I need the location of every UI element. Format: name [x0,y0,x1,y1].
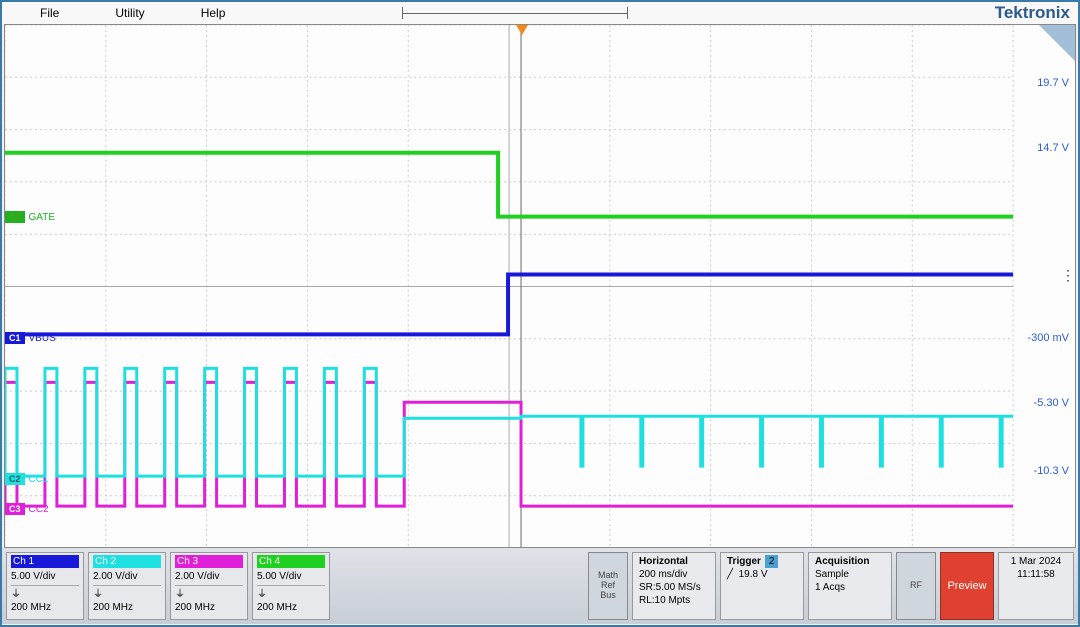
channel-readout-4[interactable]: Ch 45.00 V/div⏚200 MHz [252,552,330,620]
voltage-scale-label: -300 mV [1027,332,1069,344]
channel-tag-c3[interactable]: C3CC2 [5,503,49,515]
channel-tag-c2[interactable]: C2CC1 [5,473,49,485]
menu-bar: File Utility Help Tektronix [2,2,1078,24]
channel-readout-1[interactable]: Ch 15.00 V/div⏚200 MHz [6,552,84,620]
timestamp-readout: 1 Mar 2024 11:11:58 [998,552,1074,620]
voltage-scale-label: -10.3 V [1034,465,1069,477]
status-panel: Ch 15.00 V/div⏚200 MHzCh 22.00 V/div⏚200… [2,548,1078,624]
voltage-scale-label: 19.7 V [1037,77,1069,89]
brand-logo: Tektronix [995,3,1070,23]
math-ref-bus-button[interactable]: Math Ref Bus [588,552,628,620]
rf-button[interactable]: RF [896,552,936,620]
voltage-scale-label: -5.30 V [1034,397,1069,409]
voltage-scale-label: 14.7 V [1037,142,1069,154]
channel-readout-2[interactable]: Ch 22.00 V/div⏚200 MHz [88,552,166,620]
zoom-icon[interactable] [1039,25,1075,61]
channel-tag-c4[interactable]: C4GATE [5,211,55,223]
trigger-readout[interactable]: Trigger2 ╱ 19.8 V [720,552,804,620]
side-panel-handle[interactable]: ⋮ [1061,273,1075,278]
channel-readout-3[interactable]: Ch 32.00 V/div⏚200 MHz [170,552,248,620]
menu-help[interactable]: Help [173,6,254,20]
channel-tag-c1[interactable]: C1VBUS [5,332,56,344]
menu-file[interactable]: File [12,6,87,20]
timebase-overview[interactable] [402,7,628,19]
menu-utility[interactable]: Utility [87,6,172,20]
acquisition-readout[interactable]: Acquisition Sample 1 Acqs [808,552,892,620]
scope-canvas [5,25,1075,548]
waveform-display[interactable]: C4GATE C1VBUS C2CC1 C3CC2 19.7 V 14.7 V -300 m… [4,24,1076,548]
preview-button[interactable]: Preview [940,552,994,620]
horizontal-readout[interactable]: Horizontal 200 ms/div SR:5.00 MS/s RL:10… [632,552,716,620]
trigger-position-marker[interactable] [516,25,528,35]
